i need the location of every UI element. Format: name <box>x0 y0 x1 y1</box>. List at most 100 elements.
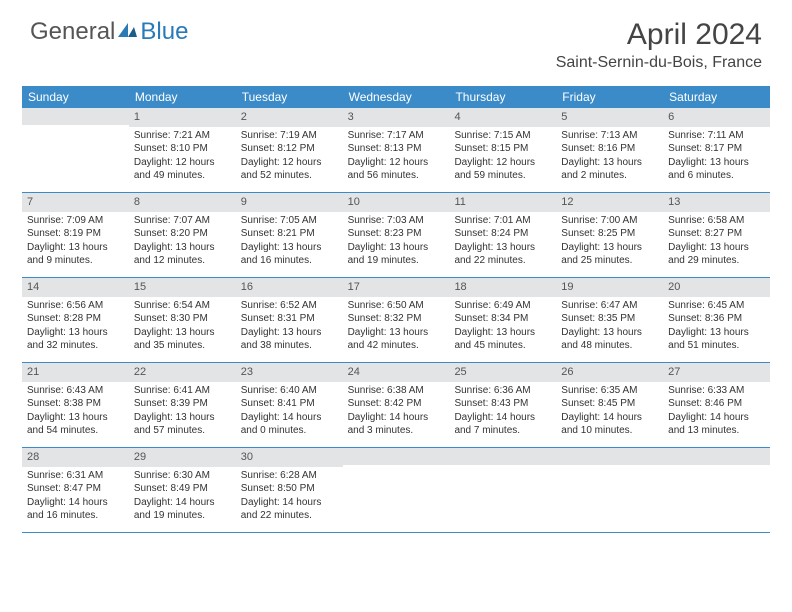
daylight-text: Daylight: 13 hours and 12 minutes. <box>134 241 231 268</box>
sunrise-text: Sunrise: 6:30 AM <box>134 469 231 483</box>
day-number: 27 <box>663 363 770 382</box>
daylight-text: Daylight: 13 hours and 22 minutes. <box>454 241 551 268</box>
sunset-text: Sunset: 8:39 PM <box>134 397 231 411</box>
sunset-text: Sunset: 8:30 PM <box>134 312 231 326</box>
daylight-text: Daylight: 13 hours and 57 minutes. <box>134 411 231 438</box>
calendar-cell: 17 Sunrise: 6:50 AMSunset: 8:32 PMDayligh… <box>343 278 450 362</box>
calendar-cell: 20Sunrise: 6:45 AMSunset: 8:36 PMDayligh… <box>663 278 770 362</box>
sunrise-text: Sunrise: 6:33 AM <box>668 384 765 398</box>
calendar-cell: 28 Sunrise: 6:31 AMSunset: 8:47 PMDayligh… <box>22 448 129 532</box>
sunrise-text: Sunrise: 6:43 AM <box>27 384 124 398</box>
day-number: 2 <box>236 108 343 127</box>
calendar-cell: 24 Sunrise: 6:38 AMSunset: 8:42 PMDayligh… <box>343 363 450 447</box>
day-header: Thursday <box>449 86 556 108</box>
sunset-text: Sunset: 8:41 PM <box>241 397 338 411</box>
day-details: Sunrise: 6:58 AMSunset: 8:27 PMDaylight:… <box>663 214 770 272</box>
sunset-text: Sunset: 8:32 PM <box>348 312 445 326</box>
daylight-text: Daylight: 13 hours and 48 minutes. <box>561 326 658 353</box>
sunset-text: Sunset: 8:20 PM <box>134 227 231 241</box>
day-number: 22 <box>129 363 236 382</box>
day-number <box>556 448 663 465</box>
calendar-cell: 30Sunrise: 6:28 AMSunset: 8:50 PMDayligh… <box>236 448 343 532</box>
calendar-cell: 23Sunrise: 6:40 AMSunset: 8:41 PMDayligh… <box>236 363 343 447</box>
calendar-cell: 4Sunrise: 7:15 AMSunset: 8:15 PMDaylight… <box>449 108 556 192</box>
sunrise-text: Sunrise: 7:05 AM <box>241 214 338 228</box>
calendar-week: 21Sunrise: 6:43 AMSunset: 8:38 PMDayligh… <box>22 363 770 448</box>
calendar-cell: 11 Sunrise: 7:01 AMSunset: 8:24 PMDayligh… <box>449 193 556 277</box>
day-header: Friday <box>556 86 663 108</box>
sunset-text: Sunset: 8:16 PM <box>561 142 658 156</box>
sunrise-text: Sunrise: 6:28 AM <box>241 469 338 483</box>
sunset-text: Sunset: 8:13 PM <box>348 142 445 156</box>
day-number: 28 <box>22 448 129 467</box>
sunrise-text: Sunrise: 6:49 AM <box>454 299 551 313</box>
logo: GeneralBlue <box>30 18 188 46</box>
calendar-cell: 10Sunrise: 7:03 AMSunset: 8:23 PMDayligh… <box>343 193 450 277</box>
day-details: Sunrise: 6:31 AMSunset: 8:47 PMDaylight:… <box>22 469 129 527</box>
sunrise-text: Sunrise: 6:45 AM <box>668 299 765 313</box>
day-details: Sunrise: 7:15 AMSunset: 8:15 PMDaylight:… <box>449 129 556 187</box>
day-number: 29 <box>129 448 236 467</box>
day-details: Sunrise: 6:36 AMSunset: 8:43 PMDaylight:… <box>449 384 556 442</box>
day-details: Sunrise: 6:45 AMSunset: 8:36 PMDaylight:… <box>663 299 770 357</box>
logo-text-2: Blue <box>140 18 188 46</box>
sunrise-text: Sunrise: 6:50 AM <box>348 299 445 313</box>
calendar-cell: 22 Sunrise: 6:41 AMSunset: 8:39 PMDayligh… <box>129 363 236 447</box>
sunset-text: Sunset: 8:21 PM <box>241 227 338 241</box>
daylight-text: Daylight: 14 hours and 3 minutes. <box>348 411 445 438</box>
daylight-text: Daylight: 12 hours and 52 minutes. <box>241 156 338 183</box>
calendar-cell: 7Sunrise: 7:09 AMSunset: 8:19 PMDaylight… <box>22 193 129 277</box>
day-details: Sunrise: 6:28 AMSunset: 8:50 PMDaylight:… <box>236 469 343 527</box>
day-details: Sunrise: 6:41 AMSunset: 8:39 PMDaylight:… <box>129 384 236 442</box>
calendar-cell: 9Sunrise: 7:05 AMSunset: 8:21 PMDaylight… <box>236 193 343 277</box>
day-details: Sunrise: 6:40 AMSunset: 8:41 PMDaylight:… <box>236 384 343 442</box>
daylight-text: Daylight: 13 hours and 9 minutes. <box>27 241 124 268</box>
calendar-cell: 13Sunrise: 6:58 AMSunset: 8:27 PMDayligh… <box>663 193 770 277</box>
day-number: 3 <box>343 108 450 127</box>
day-header: Saturday <box>663 86 770 108</box>
daylight-text: Daylight: 14 hours and 22 minutes. <box>241 496 338 523</box>
day-details: Sunrise: 7:07 AMSunset: 8:20 PMDaylight:… <box>129 214 236 272</box>
sunrise-text: Sunrise: 6:31 AM <box>27 469 124 483</box>
day-details: Sunrise: 6:30 AMSunset: 8:49 PMDaylight:… <box>129 469 236 527</box>
daylight-text: Daylight: 13 hours and 35 minutes. <box>134 326 231 353</box>
sunrise-text: Sunrise: 6:41 AM <box>134 384 231 398</box>
day-details: Sunrise: 7:11 AMSunset: 8:17 PMDaylight:… <box>663 129 770 187</box>
calendar-cell: 8Sunrise: 7:07 AMSunset: 8:20 PMDaylight… <box>129 193 236 277</box>
day-details: Sunrise: 7:03 AMSunset: 8:23 PMDaylight:… <box>343 214 450 272</box>
daylight-text: Daylight: 13 hours and 16 minutes. <box>241 241 338 268</box>
sunset-text: Sunset: 8:25 PM <box>561 227 658 241</box>
daylight-text: Daylight: 14 hours and 10 minutes. <box>561 411 658 438</box>
daylight-text: Daylight: 13 hours and 42 minutes. <box>348 326 445 353</box>
day-number: 11 <box>449 193 556 212</box>
sunrise-text: Sunrise: 7:03 AM <box>348 214 445 228</box>
day-number: 24 <box>343 363 450 382</box>
daylight-text: Daylight: 14 hours and 19 minutes. <box>134 496 231 523</box>
sunset-text: Sunset: 8:47 PM <box>27 482 124 496</box>
day-number: 19 <box>556 278 663 297</box>
calendar-cell: 19Sunrise: 6:47 AMSunset: 8:35 PMDayligh… <box>556 278 663 362</box>
calendar-cell: 26Sunrise: 6:35 AMSunset: 8:45 PMDayligh… <box>556 363 663 447</box>
calendar-cell: 16Sunrise: 6:52 AMSunset: 8:31 PMDayligh… <box>236 278 343 362</box>
day-number: 1 <box>129 108 236 127</box>
day-details: Sunrise: 7:01 AMSunset: 8:24 PMDaylight:… <box>449 214 556 272</box>
sunset-text: Sunset: 8:46 PM <box>668 397 765 411</box>
weeks-container: 1Sunrise: 7:21 AMSunset: 8:10 PMDaylight… <box>22 108 770 533</box>
calendar-cell <box>343 448 450 532</box>
calendar-cell: 21Sunrise: 6:43 AMSunset: 8:38 PMDayligh… <box>22 363 129 447</box>
calendar-cell: 14Sunrise: 6:56 AMSunset: 8:28 PMDayligh… <box>22 278 129 362</box>
calendar-cell: 18Sunrise: 6:49 AMSunset: 8:34 PMDayligh… <box>449 278 556 362</box>
sunrise-text: Sunrise: 6:38 AM <box>348 384 445 398</box>
month-title: April 2024 <box>556 18 762 52</box>
sunset-text: Sunset: 8:31 PM <box>241 312 338 326</box>
day-number: 7 <box>22 193 129 212</box>
calendar-cell: 27Sunrise: 6:33 AMSunset: 8:46 PMDayligh… <box>663 363 770 447</box>
sunrise-text: Sunrise: 7:17 AM <box>348 129 445 143</box>
day-number: 25 <box>449 363 556 382</box>
sunset-text: Sunset: 8:12 PM <box>241 142 338 156</box>
sunset-text: Sunset: 8:42 PM <box>348 397 445 411</box>
daylight-text: Daylight: 14 hours and 16 minutes. <box>27 496 124 523</box>
daylight-text: Daylight: 14 hours and 0 minutes. <box>241 411 338 438</box>
day-number: 17 <box>343 278 450 297</box>
day-header: Tuesday <box>236 86 343 108</box>
